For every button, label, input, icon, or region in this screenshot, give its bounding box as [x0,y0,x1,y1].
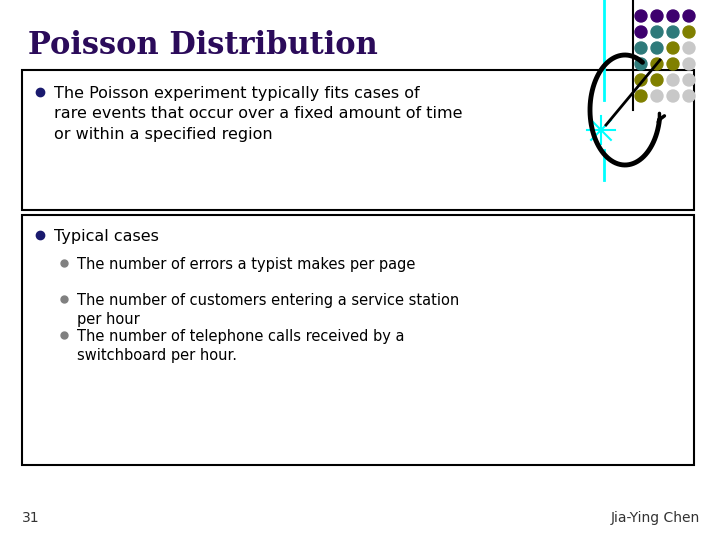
Circle shape [667,74,679,86]
Circle shape [651,58,663,70]
Circle shape [635,26,647,38]
Circle shape [635,10,647,22]
Circle shape [683,26,695,38]
Circle shape [635,90,647,102]
Circle shape [635,42,647,54]
Text: Typical cases: Typical cases [54,229,159,244]
Circle shape [683,74,695,86]
Circle shape [667,42,679,54]
Circle shape [651,74,663,86]
FancyBboxPatch shape [22,70,694,210]
Circle shape [683,58,695,70]
FancyBboxPatch shape [22,215,694,465]
Text: Jia-Ying Chen: Jia-Ying Chen [611,511,700,525]
Circle shape [651,42,663,54]
Text: Poisson Distribution: Poisson Distribution [28,30,378,61]
Circle shape [683,42,695,54]
Circle shape [667,90,679,102]
Circle shape [651,90,663,102]
Circle shape [635,74,647,86]
Text: The number of errors a typist makes per page: The number of errors a typist makes per … [77,257,415,272]
Circle shape [651,10,663,22]
Circle shape [683,90,695,102]
Text: 31: 31 [22,511,40,525]
Text: The number of customers entering a service station
per hour: The number of customers entering a servi… [77,293,459,327]
Circle shape [667,26,679,38]
Circle shape [635,58,647,70]
Circle shape [683,10,695,22]
Circle shape [667,58,679,70]
Text: The number of telephone calls received by a
switchboard per hour.: The number of telephone calls received b… [77,329,405,363]
Circle shape [651,26,663,38]
Text: The Poisson experiment typically fits cases of
rare events that occur over a fix: The Poisson experiment typically fits ca… [54,86,462,142]
Circle shape [667,10,679,22]
